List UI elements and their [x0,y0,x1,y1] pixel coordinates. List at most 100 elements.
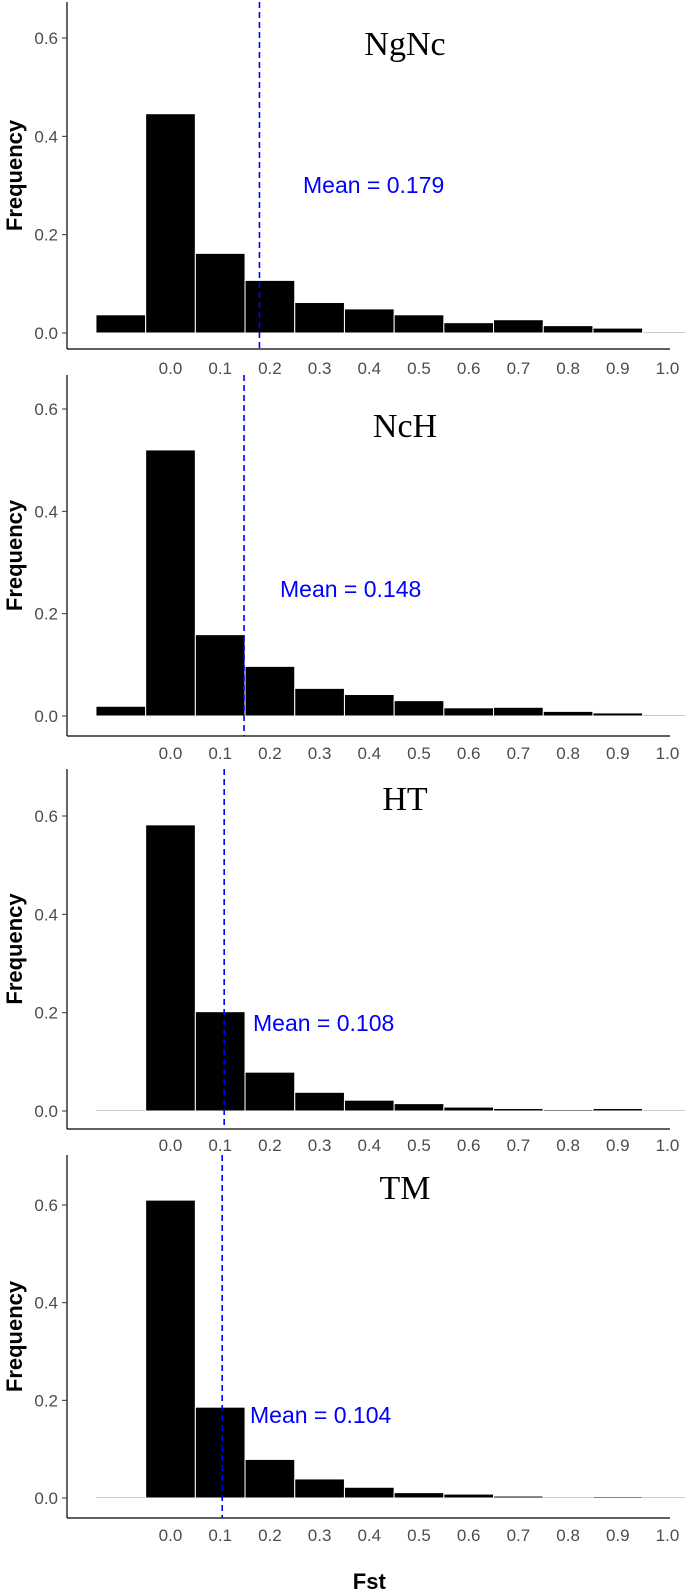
histogram-bar [592,712,644,717]
histogram-bar [294,302,345,334]
histogram-bar [95,314,147,334]
histogram-bar [493,1495,544,1499]
panel-title: NgNc [364,26,445,63]
histogram-bar [343,1099,395,1112]
x-tick-label: 0.6 [457,1526,481,1545]
x-tick-label: 0.3 [308,1526,332,1545]
x-tick-label: 0.0 [159,359,183,378]
histogram-bar [194,252,246,334]
x-tick-label: 0.5 [407,1136,431,1155]
histogram-bar [443,1493,495,1499]
histogram-bar [194,1406,246,1499]
histogram-bar [542,710,594,717]
histogram-bar [393,1492,445,1499]
x-tick-label: 0.5 [407,744,431,763]
y-tick-label: 0.2 [34,605,58,624]
x-tick-label: 0.0 [159,1136,183,1155]
x-tick-label: 0.2 [258,1526,282,1545]
y-tick-label: 0.2 [34,1004,58,1023]
y-tick-label: 0.4 [34,1294,58,1313]
histogram-bar [592,1108,644,1112]
histogram-bar [642,714,685,717]
y-axis-label: Frequency [2,499,27,611]
panel-title: TM [380,1170,431,1207]
x-tick-label: 0.1 [208,1136,232,1155]
histogram-bar [443,1106,495,1112]
x-tick-label: 0.9 [606,1136,630,1155]
histogram-bar [542,1109,594,1112]
panel-ht: 0.0 0.2 0.4 0.6 0.0 0.1 0.2 0.3 0.4 0.5 0.6 0.7 0.8 0… [2,769,685,1155]
x-tick-label: 0.6 [457,359,481,378]
x-tick-label: 0.2 [258,744,282,763]
x-tick-label: 1.0 [656,1526,680,1545]
histogram-bar [343,308,395,334]
histogram-bar [443,322,495,334]
x-tick-label: 0.4 [357,359,381,378]
y-tick-label: 0.0 [34,324,58,343]
y-axis-label: Frequency [2,893,27,1005]
y-tick-label: 0.6 [34,29,58,48]
y-tick-label: 0.6 [34,1196,58,1215]
histogram-bar [542,325,594,334]
histogram-bar [343,1486,395,1499]
y-tick-label: 0.4 [34,127,58,146]
histogram-bar [145,824,196,1112]
histogram-bar [642,1109,685,1112]
y-axis-label: Frequency [2,119,27,231]
x-tick-label: 0.2 [258,1136,282,1155]
histogram-bar [145,1199,196,1499]
histogram-bar [145,113,196,334]
y-tick-label: 0.4 [34,502,58,521]
histogram-bar [393,314,445,334]
histogram-bar [145,449,196,717]
y-tick-label: 0.4 [34,905,58,924]
mean-label: Mean = 0.148 [280,576,421,602]
x-tick-label: 0.1 [208,359,232,378]
x-tick-label: 0.8 [556,744,580,763]
x-tick-label: 0.8 [556,1526,580,1545]
x-tick-label: 1.0 [656,744,680,763]
histogram-bar [244,279,296,334]
y-tick-label: 0.6 [34,807,58,826]
y-tick-label: 0.2 [34,226,58,245]
panel-ngnc: 0.0 0.2 0.4 0.6 0.0 0.1 0.2 0.3 0.4 0.5 0.6 0.7 0.8 0… [2,2,685,378]
histogram-bar [194,634,246,717]
histogram-bar [95,1109,147,1112]
histogram-bar [194,1011,246,1112]
x-tick-label: 0.2 [258,359,282,378]
histogram-bar [542,1496,594,1499]
histogram-bar [244,665,296,717]
y-tick-label: 0.2 [34,1391,58,1410]
x-tick-label: 0.5 [407,359,431,378]
x-tick-label: 0.4 [357,1526,381,1545]
x-tick-label: 1.0 [656,359,680,378]
histogram-bar [343,694,395,717]
mean-label: Mean = 0.104 [250,1402,392,1428]
histogram-bar [493,706,544,717]
panel-nch: 0.0 0.2 0.4 0.6 0.0 0.1 0.2 0.3 0.4 0.5 0.6 0.7 0.8 0… [2,375,685,763]
histogram-bar [294,1091,345,1112]
histogram-bar [393,1103,445,1112]
x-tick-label: 0.4 [357,744,381,763]
x-tick-label: 0.9 [606,1526,630,1545]
x-tick-label: 0.7 [507,1136,531,1155]
histogram-bar [493,319,544,334]
y-tick-label: 0.0 [34,1102,58,1121]
x-tick-label: 0.6 [457,744,481,763]
x-tick-label: 0.3 [308,359,332,378]
histogram-bar [642,331,685,334]
histogram-bar [244,1071,296,1112]
mean-label: Mean = 0.179 [303,172,444,198]
y-tick-label: 0.0 [34,1489,58,1508]
histogram-bar [592,1496,644,1499]
x-tick-label: 1.0 [656,1136,680,1155]
histogram-bar [95,1496,147,1499]
y-tick-label: 0.6 [34,400,58,419]
histogram-bar [393,700,445,717]
histogram-bar [443,707,495,717]
y-tick-label: 0.0 [34,707,58,726]
panel-tm: 0.0 0.2 0.4 0.6 0.0 0.1 0.2 0.3 0.4 0.5 0.6 0.7 0.8 0… [2,1155,685,1594]
x-tick-label: 0.3 [308,744,332,763]
panel-title: HT [382,781,428,818]
